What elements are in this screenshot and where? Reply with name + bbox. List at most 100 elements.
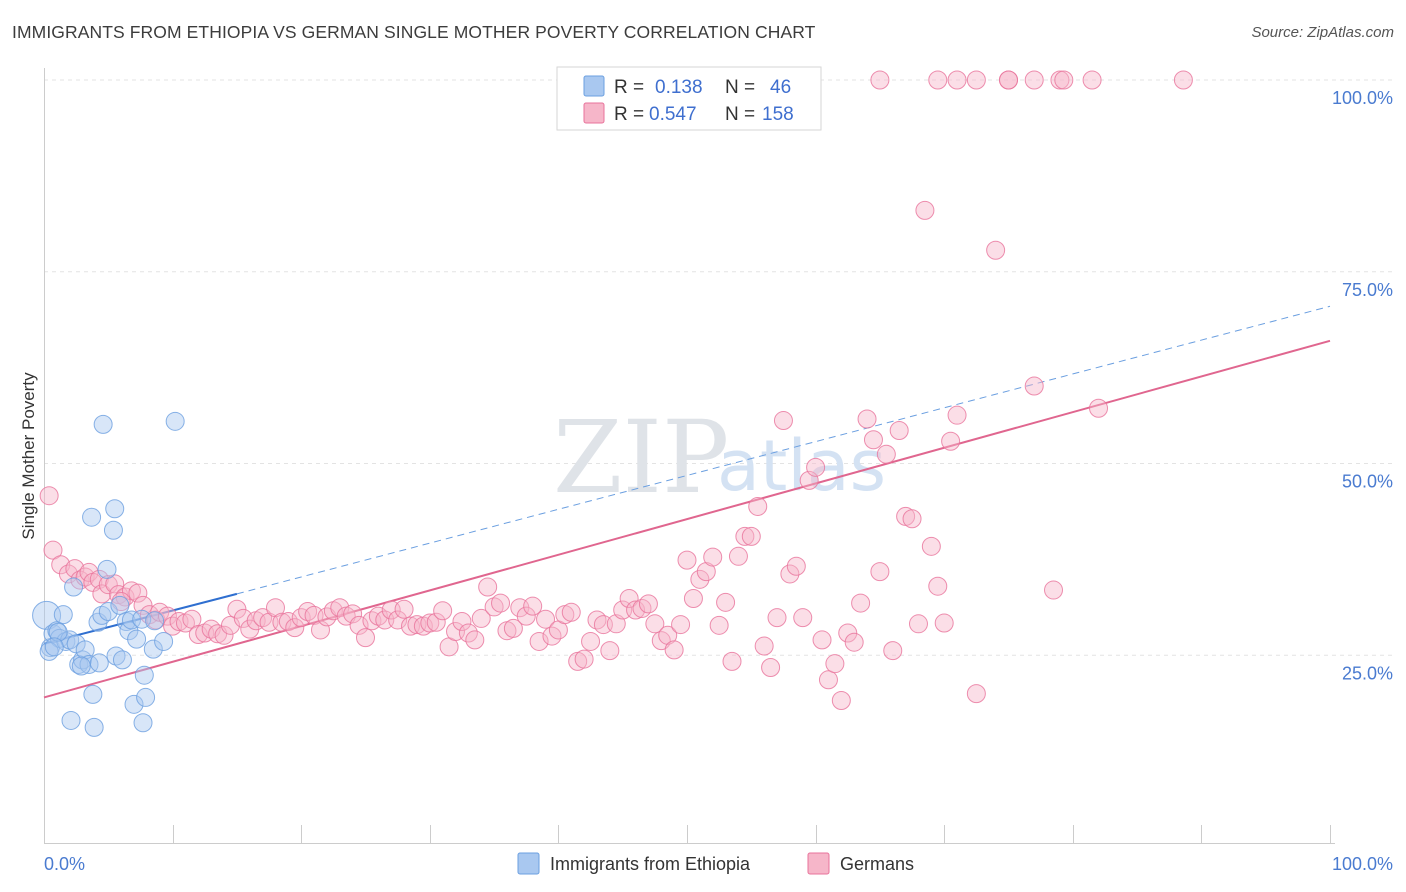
point-germans-153 [966, 70, 986, 90]
point-germans-108 [716, 592, 736, 612]
point-germans-75 [503, 618, 523, 638]
x-tick-label-max: 100.0% [1332, 854, 1393, 874]
point-germans-129 [851, 593, 871, 613]
point-germans-133 [876, 444, 896, 464]
legend-swatch-germans [583, 102, 605, 124]
point-germans-26 [188, 625, 208, 645]
point-germans-141 [928, 576, 948, 596]
x-ticks [44, 825, 1331, 843]
point-germans-100 [664, 640, 684, 660]
point-ethiopia-8 [64, 577, 84, 597]
point-germans-39 [272, 612, 292, 632]
point-germans-84 [561, 602, 581, 622]
point-germans-146 [986, 240, 1006, 260]
point-ethiopia-5 [53, 605, 73, 625]
point-germans-73 [491, 593, 511, 613]
grid-lines [44, 79, 1394, 656]
point-germans-50 [343, 604, 363, 624]
point-ethiopia-22 [97, 559, 117, 579]
legend-top: R = 0.138 N = 46 R = 0.547 N = 158 [556, 66, 822, 131]
point-ethiopia-15 [61, 710, 81, 730]
point-germans-58 [394, 599, 414, 619]
point-germans-128 [844, 632, 864, 652]
point-ethiopia-38 [143, 639, 163, 659]
point-germans-117 [773, 411, 793, 431]
legend-n-value-germans: 158 [762, 104, 794, 125]
point-germans-120 [793, 608, 813, 628]
point-ethiopia-27 [110, 595, 130, 615]
point-germans-156 [1024, 70, 1044, 90]
point-germans-127 [838, 623, 858, 643]
point-germans-150 [870, 70, 890, 90]
point-germans-148 [1044, 580, 1064, 600]
point-ethiopia-41 [165, 411, 185, 431]
point-germans-32 [227, 599, 247, 619]
point-germans-125 [825, 654, 845, 674]
point-germans-112 [741, 526, 761, 546]
point-ethiopia-45 [44, 637, 64, 657]
point-germans-98 [651, 631, 671, 651]
point-germans-116 [767, 608, 787, 628]
point-germans-93 [619, 588, 639, 608]
legend-r-value-ethiopia: 0.138 [655, 77, 703, 98]
point-germans-139 [915, 200, 935, 220]
point-germans-78 [523, 596, 543, 616]
legend-r-value-germans: 0.547 [649, 104, 697, 125]
point-germans-124 [818, 670, 838, 690]
point-germans-79 [529, 631, 549, 651]
legend-bottom: Immigrants from Ethiopia Germans [517, 852, 914, 875]
point-ethiopia-23 [98, 602, 118, 622]
point-germans-126 [831, 691, 851, 711]
point-germans-111 [735, 526, 755, 546]
y-tick-label-2: 75.0% [1342, 280, 1393, 300]
point-ethiopia-14 [83, 684, 103, 704]
point-ethiopia-13 [79, 654, 99, 674]
bottom-legend-label-ethiopia: Immigrants from Ethiopia [550, 854, 751, 874]
point-germans-101 [671, 615, 691, 635]
point-germans-130 [857, 409, 877, 429]
point-germans-138 [908, 614, 928, 634]
axes [44, 68, 1335, 844]
point-germans-77 [516, 606, 536, 626]
point-germans-103 [683, 588, 703, 608]
point-germans-158 [1054, 70, 1074, 90]
watermark-zip: ZIP [553, 399, 729, 516]
point-ethiopia-40 [154, 631, 174, 651]
trend-line-germans [43, 339, 1331, 699]
point-germans-16 [128, 583, 148, 603]
point-germans-67 [452, 612, 472, 632]
point-germans-41 [285, 618, 305, 638]
point-germans-107 [709, 615, 729, 635]
point-germans-10 [92, 584, 112, 604]
legend-swatch-ethiopia [583, 75, 605, 97]
bottom-legend-label-germans: Germans [840, 854, 914, 874]
legend-n-value-ethiopia: 46 [770, 77, 791, 98]
point-germans-52 [356, 628, 375, 648]
point-germans-109 [722, 651, 742, 671]
point-germans-1 [43, 540, 63, 560]
point-germans-70 [471, 608, 491, 628]
point-germans-69 [465, 630, 485, 650]
point-germans-149 [1089, 398, 1109, 418]
point-germans-87 [581, 631, 601, 651]
point-germans-7 [79, 562, 99, 582]
point-germans-113 [748, 496, 768, 516]
point-germans-106 [703, 547, 723, 567]
point-germans-0 [39, 486, 59, 506]
point-germans-152 [947, 70, 967, 90]
point-germans-102 [677, 550, 697, 570]
point-germans-9 [89, 569, 109, 589]
point-germans-123 [812, 630, 832, 650]
point-germans-147 [1024, 376, 1044, 396]
bottom-legend-swatch-germans [807, 852, 830, 875]
point-ethiopia-44 [71, 656, 91, 676]
point-germans-21 [157, 606, 177, 626]
point-germans-104 [690, 569, 710, 589]
legend-r-label-germans: R = [614, 104, 644, 125]
point-germans-114 [754, 636, 774, 656]
point-germans-155 [999, 70, 1018, 90]
point-germans-118 [780, 564, 800, 584]
point-germans-122 [806, 457, 826, 477]
point-ethiopia-39 [145, 611, 165, 631]
